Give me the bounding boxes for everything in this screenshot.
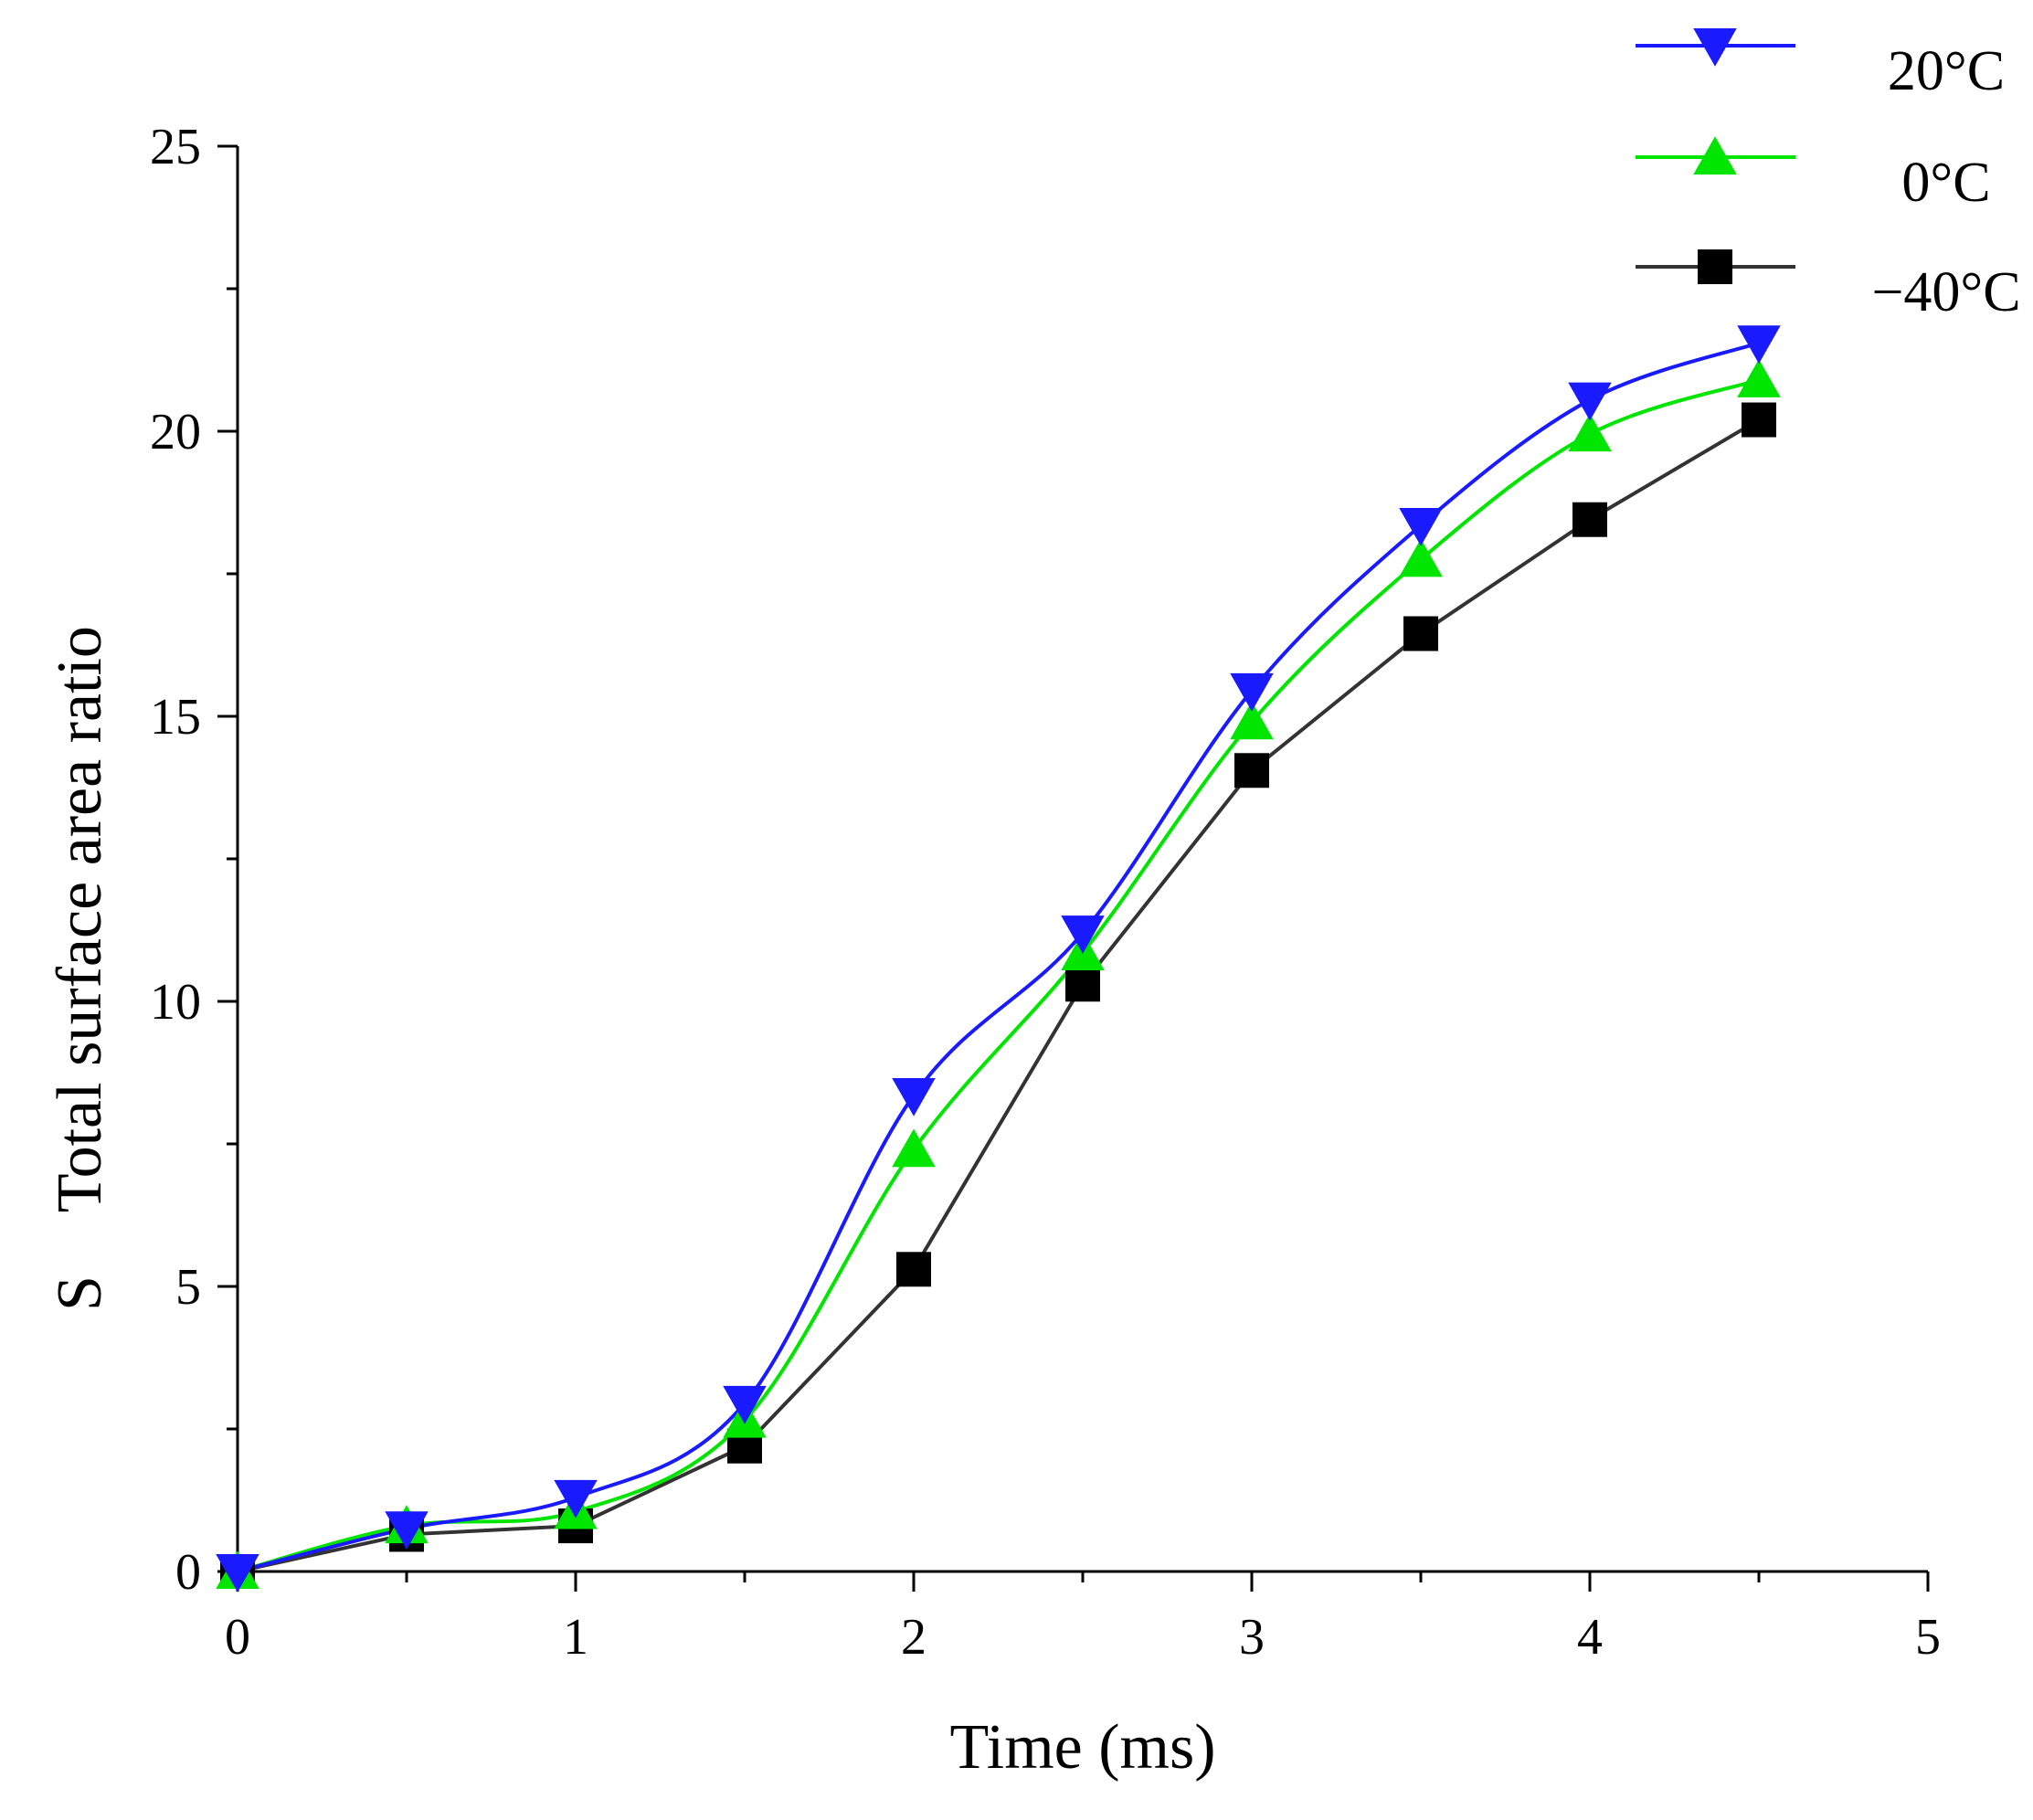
series-2-point: [1065, 967, 1100, 1002]
legend: 20°C 0°C −40°C: [1636, 28, 2021, 323]
x-axis-title: Time (ms): [949, 1712, 1215, 1783]
legend-marker-0: [1693, 28, 1737, 67]
legend-marker-2: [1698, 249, 1732, 284]
marker-layer: [216, 325, 1781, 1592]
x-tick-label: 3: [1239, 1609, 1265, 1666]
ticks-layer: 0 1 2 3 4 5 0 5 10 15 20 25: [150, 119, 1941, 1666]
x-tick-label: 4: [1577, 1609, 1603, 1666]
series-2-point: [896, 1252, 931, 1287]
x-tick-label: 5: [1915, 1609, 1941, 1666]
x-tick-label: 2: [901, 1609, 926, 1666]
series-1-point: [1230, 701, 1274, 740]
series-0-point: [1230, 672, 1274, 712]
x-tick-label: 1: [563, 1609, 588, 1666]
series-line-0: [237, 341, 1760, 1573]
series-1-point: [1399, 538, 1443, 577]
series-0-point: [892, 1077, 936, 1116]
y-tick-label: 0: [175, 1544, 201, 1601]
legend-marker-1: [1693, 136, 1737, 175]
series-0-point: [723, 1385, 767, 1424]
series-1-point: [892, 1128, 936, 1168]
series-layer: [237, 341, 1761, 1573]
legend-label-2: −40°C: [1871, 261, 2020, 323]
y-axis-title: S Total surface area ratio: [45, 626, 115, 1311]
series-2-point: [1742, 402, 1776, 438]
legend-label-0: 20°C: [1888, 40, 2005, 102]
series-0-point: [554, 1479, 598, 1518]
series-0-point: [1399, 507, 1443, 546]
series-2-point: [1572, 502, 1607, 537]
x-tick-label: 0: [225, 1609, 250, 1666]
series-2-point: [1403, 616, 1438, 651]
legend-label-1: 0°C: [1901, 152, 1990, 214]
series-1-point: [1737, 359, 1781, 397]
series-0-point: [385, 1511, 429, 1550]
y-tick-label: 15: [150, 689, 201, 746]
series-0-point: [216, 1554, 259, 1592]
y-tick-label: 5: [175, 1259, 201, 1316]
y-tick-label: 25: [150, 119, 201, 175]
series-line-1: [237, 377, 1760, 1573]
series-0-point: [1737, 325, 1781, 365]
series-2-point: [1234, 753, 1269, 788]
series-1-point: [1568, 413, 1612, 452]
series-0-point: [1568, 382, 1612, 421]
y-tick-label: 10: [150, 974, 201, 1031]
series-line-2: [237, 418, 1761, 1573]
series-0-point: [1061, 915, 1105, 954]
y-tick-label: 20: [150, 404, 201, 460]
